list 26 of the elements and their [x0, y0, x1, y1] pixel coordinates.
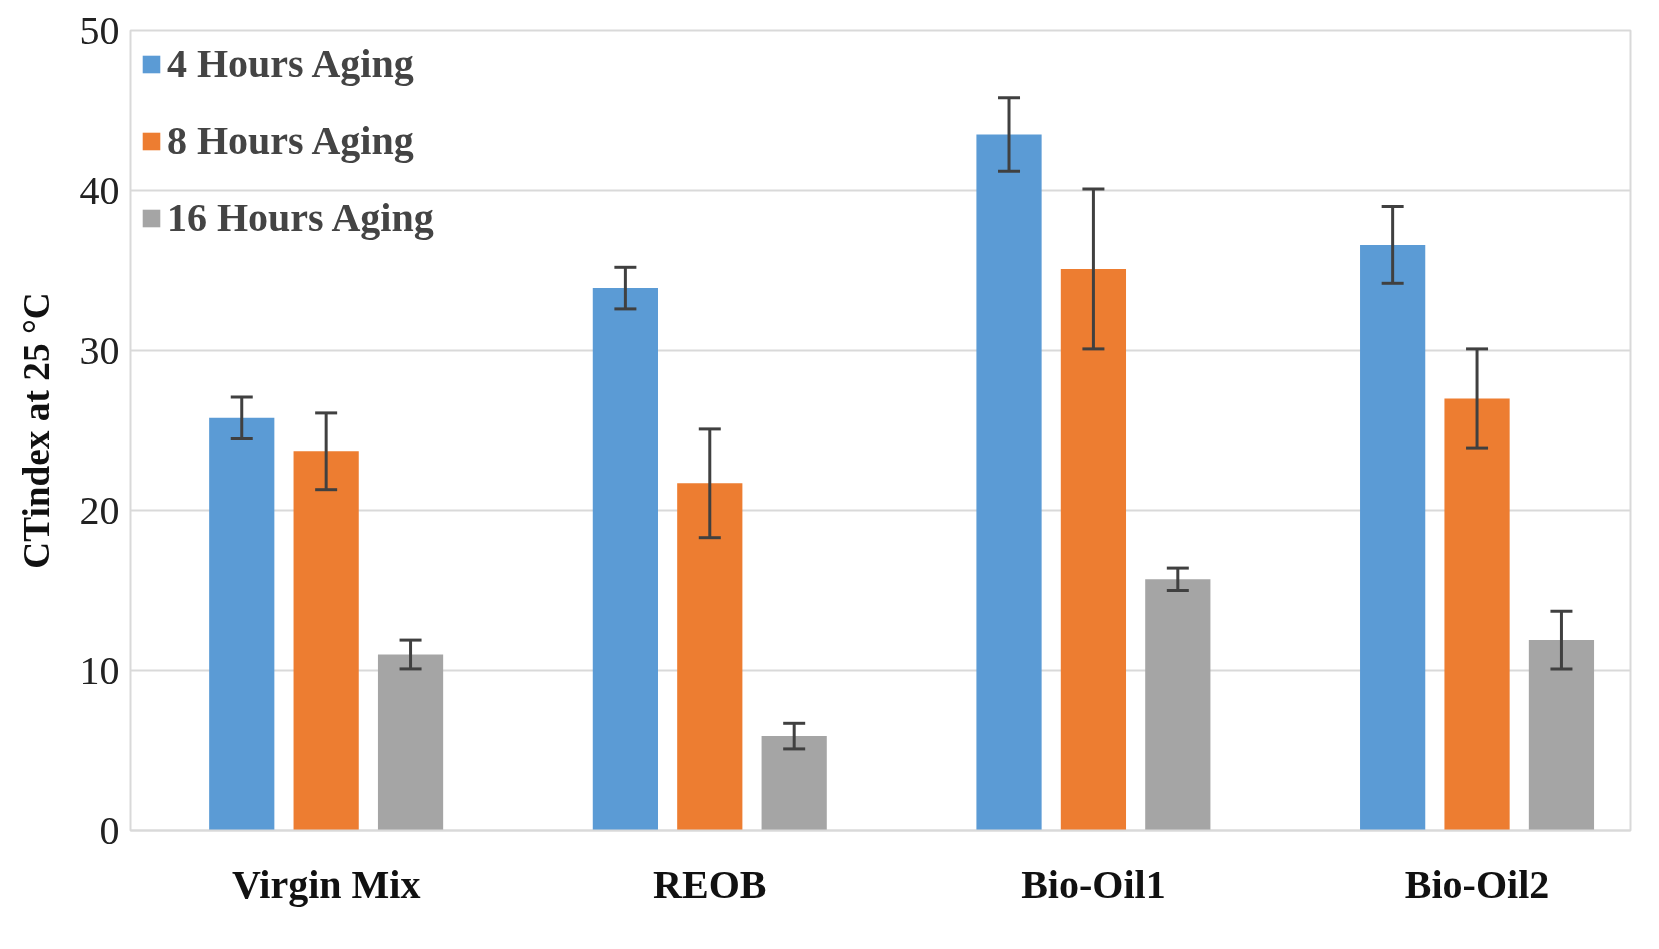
- bar: [1060, 268, 1127, 831]
- bar: [592, 288, 658, 831]
- y-tick-label: 20: [79, 487, 120, 533]
- bar: [1145, 579, 1211, 831]
- y-tick-label: 40: [79, 167, 120, 213]
- legend-label: 4 Hours Aging: [167, 40, 414, 87]
- bar: [761, 736, 827, 831]
- x-tick-label: Bio-Oil2: [1404, 861, 1550, 907]
- y-tick-label: 50: [79, 7, 120, 53]
- bar: [293, 451, 359, 831]
- y-tick-label: 0: [99, 807, 120, 853]
- x-tick-label: REOB: [653, 861, 767, 907]
- bar: [1444, 398, 1510, 831]
- y-tick-label: 10: [79, 647, 120, 693]
- y-axis-title: CTindex at 25 °C: [15, 292, 57, 569]
- y-tick-label: 30: [79, 327, 120, 373]
- bar: [677, 483, 743, 831]
- bar: [1360, 244, 1426, 831]
- x-tick-label: Bio-Oil1: [1021, 861, 1166, 907]
- bar: [976, 134, 1042, 831]
- bar: [1528, 640, 1595, 831]
- bar: [209, 417, 275, 831]
- legend-label: 8 Hours Aging: [167, 117, 414, 164]
- legend-label: 16 Hours Aging: [167, 194, 434, 241]
- x-tick-label: Virgin Mix: [231, 861, 421, 907]
- bar: [377, 654, 444, 831]
